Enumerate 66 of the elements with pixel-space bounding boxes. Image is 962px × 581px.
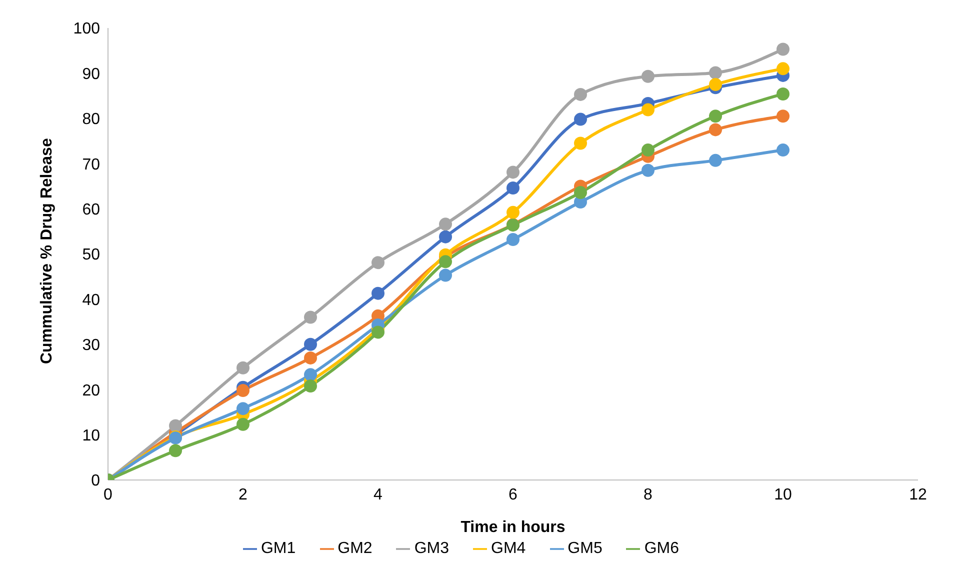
x-tick-label: 8 (644, 486, 653, 504)
point (506, 206, 520, 219)
y-tick-label: 80 (82, 111, 100, 128)
point (642, 103, 654, 116)
legend-label: GM3 (414, 540, 449, 557)
point (372, 286, 384, 300)
point (506, 182, 520, 195)
x-axis-title: Time in hours (460, 519, 566, 536)
x-tick-label: 2 (238, 486, 248, 504)
y-tick-label: 20 (82, 382, 100, 400)
point (776, 62, 790, 76)
point (236, 418, 250, 431)
legend-label: GM4 (491, 540, 526, 557)
point (304, 379, 317, 392)
x-tick-label: 12 (909, 486, 927, 504)
point (709, 154, 722, 167)
y-tick-label: 30 (82, 337, 100, 354)
point (776, 87, 790, 100)
point (709, 78, 722, 91)
point (642, 144, 654, 157)
point (236, 384, 250, 398)
y-tick-label: 90 (82, 66, 100, 83)
point (506, 166, 520, 179)
y-tick-label: 50 (82, 246, 100, 264)
y-tick-label: 10 (82, 427, 100, 444)
y-tick-label: 100 (73, 20, 100, 38)
x-tick-label: 0 (104, 486, 113, 504)
point (304, 368, 317, 382)
x-tick-label: 10 (774, 486, 792, 504)
point (439, 255, 452, 268)
point (304, 338, 317, 351)
y-tick-label: 60 (82, 201, 100, 218)
legend-label: GM5 (568, 540, 602, 557)
point (776, 42, 790, 56)
y-tick-label: 40 (82, 292, 100, 309)
point (574, 136, 587, 150)
legend-label: GM1 (260, 540, 296, 557)
point (304, 310, 317, 324)
point (642, 70, 654, 83)
point (709, 66, 722, 80)
x-tick-label: 4 (374, 486, 383, 504)
point (709, 123, 722, 136)
point (506, 233, 520, 246)
point (169, 444, 182, 458)
y-axis-title: Cummulative % Drug Release (38, 138, 56, 364)
point (304, 351, 317, 364)
point (372, 256, 384, 270)
point (372, 326, 384, 339)
point (776, 110, 790, 123)
point (236, 402, 250, 416)
point (169, 419, 182, 432)
point (574, 112, 587, 126)
point (709, 110, 722, 123)
point (439, 218, 452, 231)
point (439, 268, 452, 282)
point (776, 144, 790, 157)
legend-label: GM6 (644, 540, 680, 557)
point (236, 361, 250, 374)
x-tick-label: 6 (508, 486, 518, 504)
point (439, 230, 452, 244)
point (574, 186, 587, 200)
point (642, 164, 654, 177)
y-tick-label: 0 (91, 472, 100, 490)
y-tick-label: 70 (82, 156, 100, 174)
point (574, 88, 587, 101)
legend-label: GM2 (338, 540, 372, 557)
